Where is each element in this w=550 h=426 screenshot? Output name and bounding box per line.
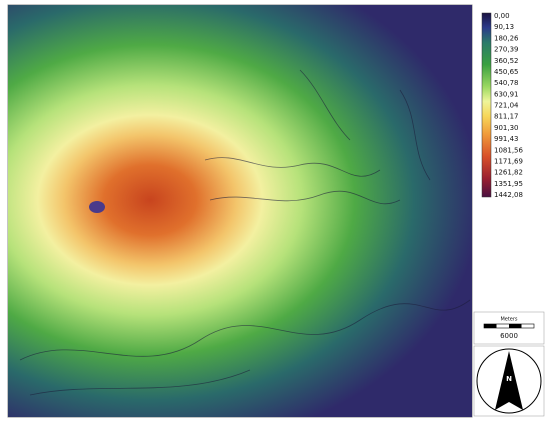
page: {"legend": {"labels": ["0,00", "90,13", … bbox=[0, 0, 550, 422]
raster-surface bbox=[8, 5, 472, 417]
legend-label: 180,26 bbox=[494, 34, 519, 42]
legend-label: 1261,82 bbox=[494, 169, 523, 177]
legend-label: 270,39 bbox=[494, 46, 519, 54]
legend-color-ramp bbox=[482, 13, 491, 197]
legend-label: 90,13 bbox=[494, 23, 514, 31]
legend-label: 360,52 bbox=[494, 57, 519, 65]
legend-label: 991,43 bbox=[494, 135, 519, 143]
legend-label: 450,65 bbox=[494, 68, 519, 76]
legend-label: 1351,95 bbox=[494, 180, 523, 188]
legend-label: 1442,08 bbox=[494, 191, 523, 199]
source-crater bbox=[89, 201, 105, 213]
north-label: N bbox=[506, 375, 512, 383]
scale-bar-segment bbox=[509, 324, 522, 328]
scale-length: 6000 bbox=[500, 332, 518, 340]
legend-label: 1171,69 bbox=[494, 157, 523, 165]
scale-unit: Meters bbox=[500, 317, 517, 323]
legend-label: 540,78 bbox=[494, 79, 519, 87]
legend: 0,00 90,13 180,26 270,39 360,52 450,65 540,78 6… bbox=[494, 12, 523, 199]
legend-label: 721,04 bbox=[494, 102, 519, 110]
legend-label: 811,17 bbox=[494, 113, 519, 121]
scale-bar-segment bbox=[484, 324, 497, 328]
legend-label: 630,91 bbox=[494, 90, 519, 98]
legend-label: 1081,56 bbox=[494, 146, 523, 154]
legend-label: 0,00 bbox=[494, 12, 510, 20]
legend-label: 901,30 bbox=[494, 124, 519, 132]
map-layout: 0,00 90,13 180,26 270,39 360,52 450,65 540,78 6… bbox=[0, 0, 550, 422]
